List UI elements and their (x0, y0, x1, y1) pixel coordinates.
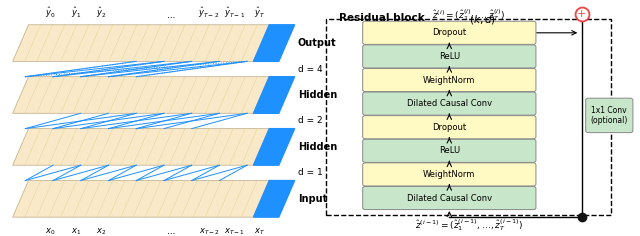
Text: Output: Output (298, 38, 337, 48)
Text: $\cdots$: $\cdots$ (166, 227, 176, 236)
Polygon shape (253, 77, 294, 113)
Text: $\hat{y}_T$: $\hat{y}_T$ (254, 5, 266, 20)
Text: $x_0$: $x_0$ (45, 227, 56, 236)
Text: $x_{T-1}$: $x_{T-1}$ (224, 227, 245, 236)
FancyBboxPatch shape (363, 163, 536, 186)
Text: ReLU: ReLU (439, 52, 460, 61)
Text: Residual block: Residual block (339, 13, 429, 23)
Text: $(k, d)$: $(k, d)$ (468, 13, 496, 26)
Text: $\hat{y}_2$: $\hat{y}_2$ (96, 5, 107, 20)
Text: WeightNorm: WeightNorm (423, 76, 476, 84)
Text: $x_{T-2}$: $x_{T-2}$ (198, 227, 220, 236)
Text: $x_2$: $x_2$ (96, 227, 106, 236)
Text: Dilated Causal Conv: Dilated Causal Conv (407, 194, 492, 202)
Text: Dilated Causal Conv: Dilated Causal Conv (407, 99, 492, 108)
Text: $\hat{z}^{(i)} = (\hat{z}_1^{(i)}, \ldots, \hat{z}_T^{(i)})$: $\hat{z}^{(i)} = (\hat{z}_1^{(i)}, \ldot… (433, 8, 505, 23)
FancyBboxPatch shape (586, 98, 633, 133)
Text: Hidden: Hidden (298, 142, 337, 152)
FancyBboxPatch shape (363, 92, 536, 115)
Polygon shape (13, 25, 269, 61)
Polygon shape (13, 129, 269, 165)
FancyBboxPatch shape (363, 45, 536, 68)
Text: d = 2: d = 2 (298, 116, 323, 126)
FancyBboxPatch shape (363, 186, 536, 210)
Text: Dropout: Dropout (432, 123, 467, 132)
FancyBboxPatch shape (363, 21, 536, 44)
FancyBboxPatch shape (363, 139, 536, 162)
Text: +: + (577, 9, 586, 19)
Polygon shape (253, 25, 294, 61)
Text: $x_T$: $x_T$ (254, 227, 266, 236)
Text: $\hat{y}_{T-1}$: $\hat{y}_{T-1}$ (224, 5, 245, 20)
Text: $\hat{z}^{(i-1)} = (\hat{z}_1^{(i-1)}, \ldots, \hat{z}_T^{(i-1)})$: $\hat{z}^{(i-1)} = (\hat{z}_1^{(i-1)}, \… (415, 218, 523, 233)
Polygon shape (13, 181, 269, 217)
Text: $\hat{y}_1$: $\hat{y}_1$ (71, 5, 81, 20)
Polygon shape (253, 129, 294, 165)
Text: $\cdots$: $\cdots$ (166, 11, 176, 20)
Text: $x_1$: $x_1$ (71, 227, 81, 236)
FancyBboxPatch shape (363, 116, 536, 139)
Text: d = 1: d = 1 (298, 168, 323, 177)
Text: $\hat{y}_0$: $\hat{y}_0$ (45, 5, 56, 20)
Text: WeightNorm: WeightNorm (423, 170, 476, 179)
Text: 1x1 Conv
(optional): 1x1 Conv (optional) (591, 106, 628, 125)
Polygon shape (13, 77, 269, 113)
Text: Hidden: Hidden (298, 90, 337, 100)
Polygon shape (253, 181, 294, 217)
Text: $\hat{y}_{T-2}$: $\hat{y}_{T-2}$ (198, 5, 220, 20)
Text: ReLU: ReLU (439, 146, 460, 155)
Text: d = 4: d = 4 (298, 64, 323, 74)
Text: Dropout: Dropout (432, 28, 467, 37)
FancyBboxPatch shape (363, 68, 536, 92)
Text: Input: Input (298, 194, 327, 204)
